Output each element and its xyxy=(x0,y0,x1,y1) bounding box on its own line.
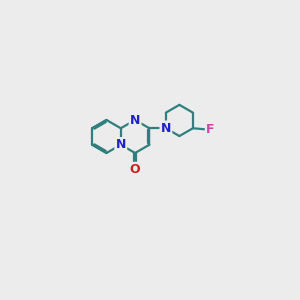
Text: N: N xyxy=(161,122,171,135)
Text: F: F xyxy=(206,123,214,136)
Text: N: N xyxy=(116,138,126,151)
Text: O: O xyxy=(130,163,140,176)
Text: N: N xyxy=(130,113,140,127)
